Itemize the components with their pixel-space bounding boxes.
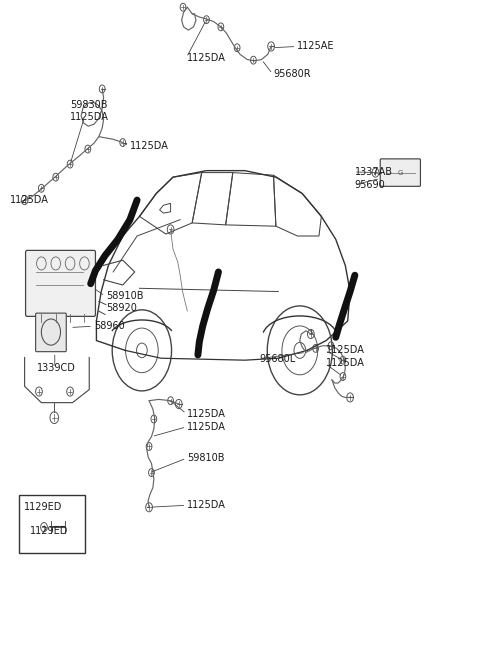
Text: 1125DA: 1125DA (326, 345, 365, 356)
Text: 1125DA: 1125DA (10, 195, 49, 205)
FancyBboxPatch shape (19, 495, 85, 553)
Text: 1339CD: 1339CD (36, 363, 75, 373)
Text: 1125DA: 1125DA (187, 52, 226, 63)
Text: 59830B: 59830B (70, 100, 108, 110)
Text: 1125DA: 1125DA (187, 409, 226, 419)
Text: 58960: 58960 (94, 321, 125, 331)
Text: 1125DA: 1125DA (187, 500, 226, 510)
Text: 95690: 95690 (355, 180, 385, 190)
Text: 1125DA: 1125DA (70, 112, 109, 122)
Text: 1125DA: 1125DA (130, 141, 169, 151)
FancyBboxPatch shape (380, 159, 420, 186)
Text: 95680L: 95680L (259, 354, 295, 364)
Text: 1129ED: 1129ED (30, 527, 69, 536)
Text: 58920: 58920 (106, 303, 137, 313)
Text: 58910B: 58910B (106, 291, 144, 301)
Text: 95680R: 95680R (274, 69, 311, 79)
Text: 1125DA: 1125DA (187, 422, 226, 432)
FancyBboxPatch shape (36, 313, 66, 352)
Text: 1337AB: 1337AB (355, 167, 393, 177)
Text: 1125AE: 1125AE (298, 41, 335, 52)
Text: 1129ED: 1129ED (24, 502, 62, 512)
Text: 1125DA: 1125DA (326, 358, 365, 369)
FancyBboxPatch shape (25, 250, 96, 316)
Text: G: G (397, 170, 403, 176)
Text: 59810B: 59810B (187, 453, 225, 463)
